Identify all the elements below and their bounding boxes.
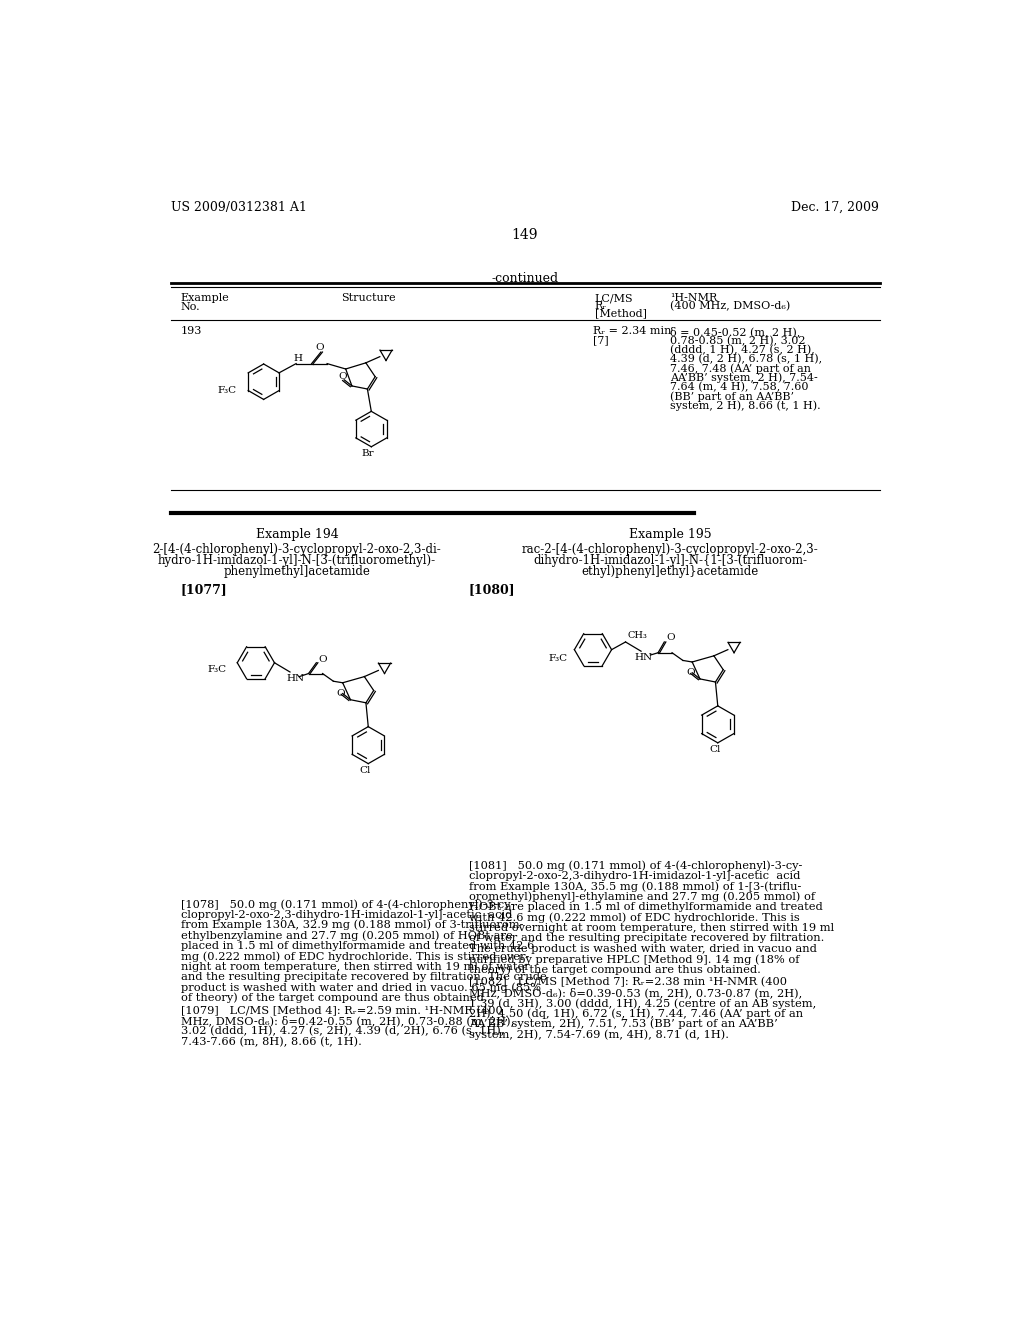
Text: and the resulting precipitate recovered by filtration. The crude: and the resulting precipitate recovered …: [180, 972, 547, 982]
Text: ethyl)phenyl]ethyl}acetamide: ethyl)phenyl]ethyl}acetamide: [582, 565, 759, 578]
Text: Rᵣ: Rᵣ: [595, 301, 606, 310]
Text: AA’BB’ system, 2 H), 7.54-: AA’BB’ system, 2 H), 7.54-: [671, 372, 818, 383]
Text: of theory) of the target compound are thus obtained.: of theory) of the target compound are th…: [180, 993, 487, 1003]
Text: H: H: [293, 354, 302, 363]
Text: [Method]: [Method]: [595, 309, 646, 318]
Text: clopropyl-2-oxo-2,3-dihydro-1H-imidazol-1-yl]-acetic  acid: clopropyl-2-oxo-2,3-dihydro-1H-imidazol-…: [180, 909, 512, 920]
Text: (400 MHz, DMSO-d₆): (400 MHz, DMSO-d₆): [671, 301, 791, 312]
Text: 3.02 (dddd, 1H), 4.27 (s, 2H), 4.39 (d, 2H), 6.76 (s, 1H),: 3.02 (dddd, 1H), 4.27 (s, 2H), 4.39 (d, …: [180, 1026, 504, 1036]
Text: Dec. 17, 2009: Dec. 17, 2009: [792, 201, 879, 214]
Text: MHz, DMSO-d₆): δ=0.39-0.53 (m, 2H), 0.73-0.87 (m, 2H),: MHz, DMSO-d₆): δ=0.39-0.53 (m, 2H), 0.73…: [469, 987, 802, 998]
Text: hydro-1H-imidazol-1-yl]-N-[3-(trifluoromethyl)-: hydro-1H-imidazol-1-yl]-N-[3-(trifluorom…: [158, 554, 436, 568]
Text: O: O: [315, 343, 325, 352]
Text: product is washed with water and dried in vacuo. 65 mg (85%: product is washed with water and dried i…: [180, 982, 541, 993]
Text: 2-[4-(4-chlorophenyl)-3-cyclopropyl-2-oxo-2,3-di-: 2-[4-(4-chlorophenyl)-3-cyclopropyl-2-ox…: [153, 544, 441, 557]
Text: with 42.6 mg (0.222 mmol) of EDC hydrochloride. This is: with 42.6 mg (0.222 mmol) of EDC hydroch…: [469, 912, 800, 923]
Text: [1077]: [1077]: [180, 583, 227, 597]
Text: Example 194: Example 194: [256, 528, 338, 541]
Text: HOBt are placed in 1.5 ml of dimethylformamide and treated: HOBt are placed in 1.5 ml of dimethylfor…: [469, 903, 822, 912]
Text: F₃C: F₃C: [548, 653, 567, 663]
Text: -continued: -continued: [492, 272, 558, 285]
Text: stirred overnight at room temperature, then stirred with 19 ml: stirred overnight at room temperature, t…: [469, 923, 835, 933]
Text: [7]: [7]: [593, 335, 608, 346]
Text: O: O: [686, 668, 694, 677]
Text: The crude product is washed with water, dried in vacuo and: The crude product is washed with water, …: [469, 944, 817, 954]
Text: from Example 130A, 35.5 mg (0.188 mmol) of 1-[3-(triflu-: from Example 130A, 35.5 mg (0.188 mmol) …: [469, 882, 802, 892]
Text: of water and the resulting precipitate recovered by filtration.: of water and the resulting precipitate r…: [469, 933, 824, 944]
Text: Structure: Structure: [341, 293, 395, 304]
Text: 193: 193: [180, 326, 202, 337]
Text: placed in 1.5 ml of dimethylformamide and treated with 42.6: placed in 1.5 ml of dimethylformamide an…: [180, 941, 535, 950]
Text: O: O: [337, 689, 345, 698]
Text: ¹H-NMR: ¹H-NMR: [671, 293, 718, 304]
Text: US 2009/0312381 A1: US 2009/0312381 A1: [171, 201, 306, 214]
Text: O: O: [667, 632, 675, 642]
Text: system, 2 H), 8.66 (t, 1 H).: system, 2 H), 8.66 (t, 1 H).: [671, 400, 821, 411]
Text: 7.64 (m, 4 H), 7.58, 7.60: 7.64 (m, 4 H), 7.58, 7.60: [671, 381, 809, 392]
Text: Br: Br: [361, 449, 374, 458]
Text: Example 195: Example 195: [629, 528, 712, 541]
Text: F₃C: F₃C: [217, 385, 237, 395]
Text: [1082]   LC/MS [Method 7]: Rᵣ=2.38 min ¹H-NMR (400: [1082] LC/MS [Method 7]: Rᵣ=2.38 min ¹H-…: [469, 977, 787, 987]
Text: clopropyl-2-oxo-2,3-dihydro-1H-imidazol-1-yl]-acetic  acid: clopropyl-2-oxo-2,3-dihydro-1H-imidazol-…: [469, 871, 801, 880]
Text: 2H), 4.50 (dq, 1H), 6.72 (s, 1H), 7.44, 7.46 (AA’ part of an: 2H), 4.50 (dq, 1H), 6.72 (s, 1H), 7.44, …: [469, 1008, 803, 1019]
Text: dihydro-1H-imidazol-1-yl]-N-{1-[3-(trifluorom-: dihydro-1H-imidazol-1-yl]-N-{1-[3-(trifl…: [534, 554, 808, 568]
Text: LC/MS: LC/MS: [595, 293, 633, 304]
Text: mg (0.222 mmol) of EDC hydrochloride. This is stirred over-: mg (0.222 mmol) of EDC hydrochloride. Th…: [180, 952, 529, 962]
Text: phenylmethyl]acetamide: phenylmethyl]acetamide: [223, 565, 371, 578]
Text: Cl: Cl: [709, 744, 720, 754]
Text: Example: Example: [180, 293, 229, 304]
Text: O: O: [338, 372, 346, 381]
Text: (dddd, 1 H), 4.27 (s, 2 H),: (dddd, 1 H), 4.27 (s, 2 H),: [671, 345, 815, 355]
Text: HN: HN: [635, 653, 653, 661]
Text: 149: 149: [512, 227, 538, 242]
Text: δ = 0.45-0.52 (m, 2 H),: δ = 0.45-0.52 (m, 2 H),: [671, 326, 801, 337]
Text: (BB’ part of an AA’BB’: (BB’ part of an AA’BB’: [671, 391, 795, 401]
Text: 7.46, 7.48 (AA’ part of an: 7.46, 7.48 (AA’ part of an: [671, 363, 811, 374]
Text: ethylbenzylamine and 27.7 mg (0.205 mmol) of HOBt are: ethylbenzylamine and 27.7 mg (0.205 mmol…: [180, 931, 512, 941]
Text: Cl: Cl: [359, 766, 371, 775]
Text: rac-2-[4-(4-chlorophenyl)-3-cyclopropyl-2-oxo-2,3-: rac-2-[4-(4-chlorophenyl)-3-cyclopropyl-…: [522, 544, 819, 557]
Text: No.: No.: [180, 302, 201, 312]
Text: night at room temperature, then stirred with 19 ml of water: night at room temperature, then stirred …: [180, 961, 529, 972]
Text: oromethyl)phenyl]-ethylamine and 27.7 mg (0.205 mmol) of: oromethyl)phenyl]-ethylamine and 27.7 mg…: [469, 892, 815, 903]
Text: from Example 130A, 32.9 mg (0.188 mmol) of 3-trifluorom-: from Example 130A, 32.9 mg (0.188 mmol) …: [180, 920, 523, 931]
Text: HN: HN: [287, 673, 305, 682]
Text: 1.39 (d, 3H), 3.00 (dddd, 1H), 4.25 (centre of an AB system,: 1.39 (d, 3H), 3.00 (dddd, 1H), 4.25 (cen…: [469, 998, 816, 1008]
Text: AA’BB’ system, 2H), 7.51, 7.53 (BB’ part of an AA’BB’: AA’BB’ system, 2H), 7.51, 7.53 (BB’ part…: [469, 1019, 778, 1030]
Text: [1081]   50.0 mg (0.171 mmol) of 4-(4-chlorophenyl)-3-cy-: [1081] 50.0 mg (0.171 mmol) of 4-(4-chlo…: [469, 861, 803, 871]
Text: [1078]   50.0 mg (0.171 mmol) of 4-(4-chlorophenyl)-3-cy-: [1078] 50.0 mg (0.171 mmol) of 4-(4-chlo…: [180, 899, 514, 909]
Text: system, 2H), 7.54-7.69 (m, 4H), 8.71 (d, 1H).: system, 2H), 7.54-7.69 (m, 4H), 8.71 (d,…: [469, 1030, 729, 1040]
Text: 4.39 (d, 2 H), 6.78 (s, 1 H),: 4.39 (d, 2 H), 6.78 (s, 1 H),: [671, 354, 822, 364]
Text: [1080]: [1080]: [469, 583, 516, 597]
Text: F₃C: F₃C: [208, 665, 227, 675]
Text: Rᵣ = 2.34 min: Rᵣ = 2.34 min: [593, 326, 672, 337]
Text: purified by preparative HPLC [Method 9]. 14 mg (18% of: purified by preparative HPLC [Method 9].…: [469, 954, 800, 965]
Text: 7.43-7.66 (m, 8H), 8.66 (t, 1H).: 7.43-7.66 (m, 8H), 8.66 (t, 1H).: [180, 1036, 361, 1047]
Text: O: O: [318, 655, 328, 664]
Text: theory) of the target compound are thus obtained.: theory) of the target compound are thus …: [469, 965, 761, 975]
Text: 0.78-0.85 (m, 2 H), 3.02: 0.78-0.85 (m, 2 H), 3.02: [671, 335, 806, 346]
Text: MHz, DMSO-d₆): δ=0.42-0.55 (m, 2H), 0.73-0.88 (m, 2H),: MHz, DMSO-d₆): δ=0.42-0.55 (m, 2H), 0.73…: [180, 1016, 514, 1027]
Text: CH₃: CH₃: [627, 631, 647, 640]
Text: [1079]   LC/MS [Method 4]: Rᵣ=2.59 min. ¹H-NMR (400: [1079] LC/MS [Method 4]: Rᵣ=2.59 min. ¹H…: [180, 1006, 503, 1016]
